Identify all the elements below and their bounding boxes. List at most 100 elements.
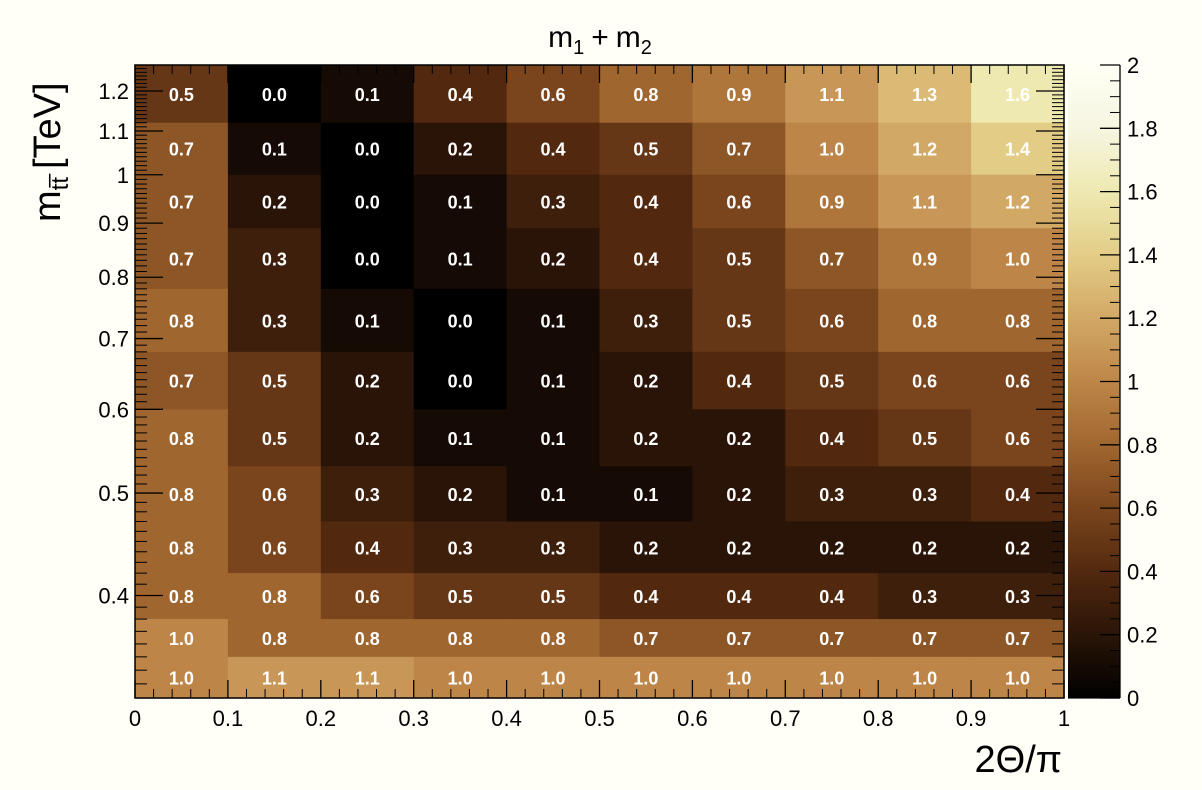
- colorbar-segment: [1068, 372, 1120, 376]
- heatmap-cell: [785, 656, 879, 699]
- colorbar-segment: [1068, 340, 1120, 345]
- title-m1: m: [548, 21, 573, 54]
- colorbar-segment: [1068, 109, 1120, 114]
- cell-value-label: 0.1: [355, 311, 380, 331]
- cell-value-label: 0.3: [912, 485, 937, 505]
- colorbar-segment: [1068, 356, 1120, 360]
- cell-value-label: 0.8: [355, 629, 380, 649]
- colorbar-segment: [1068, 292, 1120, 297]
- colorbar-segment: [1068, 235, 1120, 240]
- heatmap-cell: [227, 466, 322, 523]
- cell-value-label: 0.2: [726, 485, 751, 505]
- colorbar-segment: [1068, 153, 1120, 158]
- cell-value-label: 0.5: [541, 587, 566, 607]
- x-tick-label: 0.6: [677, 706, 708, 731]
- colorbar-segment: [1068, 381, 1120, 386]
- colorbar-segment: [1068, 96, 1120, 101]
- cell-value-label: 0.0: [355, 140, 380, 160]
- cell-value-label: 0.2: [633, 372, 658, 392]
- cell-value-label: 0.6: [262, 485, 287, 505]
- heatmap-cell: [135, 466, 229, 523]
- cell-value-label: 1.3: [912, 85, 937, 105]
- cell-value-label: 0.3: [355, 485, 380, 505]
- heatmap-cell: [878, 573, 972, 620]
- x-tick-label: 0.9: [956, 706, 987, 731]
- colorbar-segment: [1068, 622, 1120, 626]
- heatmap-cell: [692, 351, 786, 410]
- heatmap-cell: [599, 573, 693, 620]
- cell-value-label: 0.1: [541, 485, 566, 505]
- cell-value-label: 0.2: [448, 485, 473, 505]
- colorbar-segment: [1068, 394, 1120, 398]
- heatmap-cell: [785, 573, 879, 620]
- y-tick-label: 1: [117, 163, 129, 188]
- x-tick-label: 0.1: [213, 706, 244, 731]
- cell-value-label: 0.2: [912, 538, 937, 558]
- colorbar-segment: [1068, 159, 1120, 164]
- cell-value-label: 0.7: [169, 140, 194, 160]
- colorbar-segment: [1068, 150, 1120, 155]
- colorbar-segment: [1068, 660, 1120, 664]
- y-tick-label: 0.8: [98, 265, 129, 290]
- cell-value-label: 0.4: [633, 587, 658, 607]
- colorbar-segment: [1068, 125, 1120, 129]
- colorbar-segment: [1068, 498, 1120, 503]
- heatmap-cell: [599, 466, 693, 523]
- colorbar-segment: [1068, 441, 1120, 446]
- colorbar-tick-label: 0.4: [1127, 559, 1158, 584]
- cell-value-label: 0.7: [819, 629, 844, 649]
- colorbar-segment: [1068, 191, 1120, 196]
- colorbar-segment: [1068, 239, 1120, 243]
- cell-value-label: 0.2: [633, 538, 658, 558]
- y-axis-title-sub: tt̅: [47, 174, 74, 191]
- cell-value-label: 0.6: [541, 85, 566, 105]
- colorbar-segment: [1068, 220, 1120, 224]
- colorbar-segment: [1068, 669, 1120, 674]
- heatmap-cell: [971, 174, 1065, 229]
- colorbar-segment: [1068, 115, 1120, 120]
- heatmap-cell: [971, 409, 1065, 467]
- heatmap-cell: [692, 122, 786, 176]
- title-sub1: 1: [573, 37, 584, 59]
- y-tick-label: 0.5: [98, 481, 129, 506]
- colorbar-segment: [1068, 74, 1120, 79]
- colorbar-segment: [1068, 685, 1120, 690]
- cell-value-label: 1.0: [819, 140, 844, 160]
- colorbar-segment: [1068, 283, 1120, 288]
- title-plus: +: [591, 21, 609, 54]
- colorbar-segment: [1068, 539, 1120, 544]
- colorbar-segment: [1068, 637, 1120, 642]
- colorbar-segment: [1068, 390, 1120, 395]
- heatmap-cell: [413, 619, 508, 658]
- colorbar-segment: [1068, 349, 1120, 354]
- cell-value-label: 0.7: [726, 140, 751, 160]
- cell-value-label: 1.0: [448, 668, 473, 688]
- x-tick-label: 0: [129, 706, 141, 731]
- cell-value-label: 0.1: [262, 140, 287, 160]
- cell-value-label: 0.3: [262, 250, 287, 270]
- heatmap-cell: [878, 228, 972, 290]
- colorbar-segment: [1068, 470, 1120, 474]
- colorbar-segment: [1068, 628, 1120, 633]
- colorbar-segment: [1068, 185, 1120, 190]
- cell-value-label: 0.8: [169, 485, 194, 505]
- cell-value-label: 0.5: [726, 311, 751, 331]
- cell-value-label: 0.2: [1005, 538, 1030, 558]
- cell-value-label: 0.0: [262, 85, 287, 105]
- colorbar-segment: [1068, 517, 1120, 522]
- heatmap-cell: [785, 228, 879, 290]
- colorbar-segment: [1068, 102, 1120, 107]
- colorbar-segment: [1068, 413, 1120, 417]
- cell-value-label: 1.0: [541, 668, 566, 688]
- colorbar-segment: [1068, 688, 1120, 693]
- colorbar-segment: [1068, 400, 1120, 405]
- heatmap-cell: [878, 65, 972, 124]
- heatmap-cell: [692, 656, 786, 699]
- x-tick-label: 0.4: [491, 706, 522, 731]
- colorbar-segment: [1068, 432, 1120, 436]
- cell-value-label: 1.0: [169, 629, 194, 649]
- colorbar-segment: [1068, 533, 1120, 538]
- cell-value-label: 1.6: [1005, 85, 1030, 105]
- colorbar-segment: [1068, 194, 1120, 199]
- colorbar-segment: [1068, 90, 1120, 95]
